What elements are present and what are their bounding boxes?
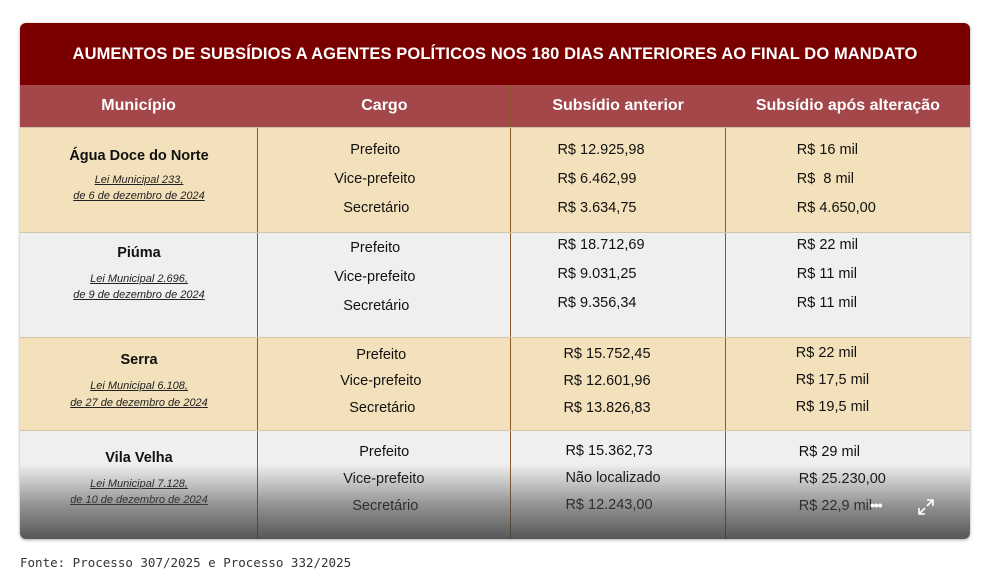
subsidio-anterior-value: R$ 6.462,99 xyxy=(557,171,637,187)
law-reference-line1: Lei Municipal 7.128, xyxy=(90,478,188,490)
more-dots-icon[interactable]: ••• xyxy=(870,497,883,513)
subsidio-anterior-value: R$ 18.712,69 xyxy=(557,237,645,253)
header-cargo: Cargo xyxy=(258,85,512,127)
subsidio-anterior-cell: R$ 12.925,98 R$ 6.462,99 R$ 3.634,75 xyxy=(511,128,726,232)
subsidio-apos-cell: R$ 16 mil R$ 8 mil R$ 4.650,00 xyxy=(726,128,970,232)
cargo-value: Vice-prefeito xyxy=(334,171,416,187)
subsidio-apos-value: R$ 22 mil xyxy=(796,237,859,253)
cargo-value: Secretário xyxy=(343,200,410,216)
subsidio-anterior-cell: R$ 15.362,73 Não localizado R$ 12.243,00 xyxy=(511,431,726,539)
header-subsidio-apos: Subsídio após alteração xyxy=(755,97,940,114)
subsidio-anterior-value: R$ 15.362,73 xyxy=(565,443,653,459)
law-reference-line2: de 10 de dezembro de 2024 xyxy=(70,494,208,506)
municipio-name: Água Doce do Norte xyxy=(69,148,209,164)
subsidio-anterior-cell: R$ 18.712,69 R$ 9.031,25 R$ 9.356,34 xyxy=(511,233,726,337)
law-reference-line2: de 27 de dezembro de 2024 xyxy=(70,397,208,409)
subsidio-apos-value: R$ 11 mil xyxy=(796,266,857,282)
table-row: Água Doce do Norte Lei Municipal 233, de… xyxy=(20,127,970,232)
law-reference-line1: Lei Municipal 233, xyxy=(94,174,184,186)
municipio-cell: Piúma Lei Municipal 2.696, de 9 de dezem… xyxy=(20,233,259,337)
subsidio-apos-value: R$ 22 mil xyxy=(795,345,858,361)
cargo-value: Secretário xyxy=(349,400,416,416)
subsidio-apos-value: R$ 4.650,00 xyxy=(796,200,876,216)
salary-table-card: AUMENTOS DE SUBSÍDIOS A AGENTES POLÍTICO… xyxy=(20,23,970,539)
source-footer: Fonte: Processo 307/2025 e Processo 332/… xyxy=(20,555,352,570)
municipio-name: Serra xyxy=(120,352,158,368)
cargo-value: Vice-prefeito xyxy=(340,373,422,389)
subsidio-anterior-value: Não localizado xyxy=(565,470,661,486)
subsidio-anterior-cell: R$ 15.752,45 R$ 12.601,96 R$ 13.826,83 xyxy=(511,338,726,430)
subsidio-apos-cell: R$ 22 mil R$ 11 mil R$ 11 mil xyxy=(726,233,970,337)
cargo-value: Prefeito xyxy=(350,240,401,256)
expand-icon-glyph xyxy=(918,499,934,515)
subsidio-anterior-value: R$ 12.925,98 xyxy=(557,142,645,158)
salary-table: Município Cargo Subsídio anterior Subsíd… xyxy=(20,85,970,539)
law-reference-line2: de 9 de dezembro de 2024 xyxy=(73,289,205,301)
law-reference-line1: Lei Municipal 2.696, xyxy=(90,273,188,285)
cargo-cell: Prefeito Vice-prefeito Secretário xyxy=(258,338,512,430)
header-subsidio-anterior: Subsídio anterior xyxy=(511,85,726,127)
subsidio-apos-value: R$ 16 mil xyxy=(796,142,859,158)
subsidio-apos-cell: R$ 29 mil R$ 25.230,00 R$ 22,9 mil xyxy=(726,431,970,539)
header-municipio: Município xyxy=(20,85,259,127)
cargo-value: Prefeito xyxy=(350,142,401,158)
municipio-name: Piúma xyxy=(117,245,161,261)
municipio-cell: Serra Lei Municipal 6.108, de 27 de deze… xyxy=(20,338,259,430)
municipio-name: Vila Velha xyxy=(105,450,173,466)
subsidio-anterior-value: R$ 9.356,34 xyxy=(557,295,637,311)
cargo-value: Secretário xyxy=(352,498,419,514)
subsidio-apos-value: R$ 11 mil xyxy=(796,295,857,311)
subsidio-apos-value: R$ 25.230,00 xyxy=(798,471,886,487)
cargo-cell: Prefeito Vice-prefeito Secretário xyxy=(258,128,512,232)
table-header-row: Município Cargo Subsídio anterior Subsíd… xyxy=(20,85,970,127)
cargo-value: Vice-prefeito xyxy=(343,471,425,487)
subsidio-anterior-value: R$ 13.826,83 xyxy=(563,400,651,416)
subsidio-apos-value: R$ 8 mil xyxy=(796,171,854,187)
municipio-cell: Água Doce do Norte Lei Municipal 233, de… xyxy=(20,128,259,232)
table-row: Piúma Lei Municipal 2.696, de 9 de dezem… xyxy=(20,232,970,337)
subsidio-anterior-value: R$ 3.634,75 xyxy=(557,200,637,216)
cargo-value: Prefeito xyxy=(356,347,407,363)
table-row: Serra Lei Municipal 6.108, de 27 de deze… xyxy=(20,337,970,430)
subsidio-apos-value: R$ 19,5 mil xyxy=(795,399,870,415)
subsidio-apos-value: R$ 17,5 mil xyxy=(795,372,870,388)
municipio-cell: Vila Velha Lei Municipal 7.128, de 10 de… xyxy=(20,431,259,539)
cargo-cell: Prefeito Vice-prefeito Secretário xyxy=(258,431,512,539)
law-reference-line1: Lei Municipal 6.108, xyxy=(90,380,188,392)
subsidio-anterior-value: R$ 9.031,25 xyxy=(557,266,637,282)
table-row: Vila Velha Lei Municipal 7.128, de 10 de… xyxy=(20,430,970,539)
subsidio-anterior-value: R$ 15.752,45 xyxy=(563,346,651,362)
cargo-value: Secretário xyxy=(343,298,410,314)
cargo-value: Vice-prefeito xyxy=(334,269,416,285)
subsidio-apos-cell: R$ 22 mil R$ 17,5 mil R$ 19,5 mil xyxy=(726,338,970,430)
table-title: AUMENTOS DE SUBSÍDIOS A AGENTES POLÍTICO… xyxy=(20,23,970,85)
law-reference-line2: de 6 de dezembro de 2024 xyxy=(73,190,205,202)
cargo-cell: Prefeito Vice-prefeito Secretário xyxy=(258,233,512,337)
cargo-value: Prefeito xyxy=(359,444,410,460)
expand-icon[interactable] xyxy=(916,497,936,517)
subsidio-anterior-value: R$ 12.243,00 xyxy=(565,497,653,513)
subsidio-apos-value: R$ 29 mil xyxy=(798,444,861,460)
subsidio-apos-value: R$ 22,9 mil xyxy=(798,498,873,514)
subsidio-anterior-value: R$ 12.601,96 xyxy=(563,373,651,389)
